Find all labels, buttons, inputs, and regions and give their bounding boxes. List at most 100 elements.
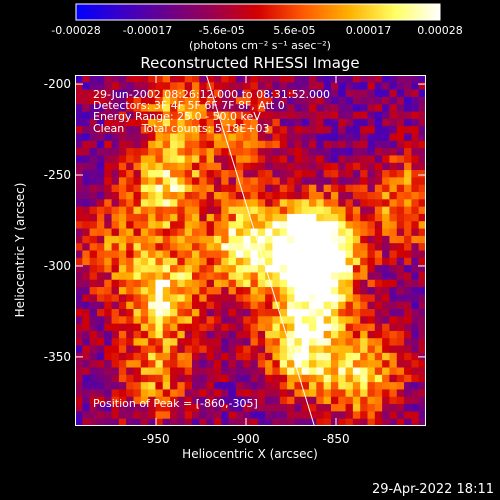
heatmap-cell bbox=[126, 316, 135, 325]
heatmap-cell bbox=[330, 301, 339, 310]
heatmap-cell bbox=[418, 235, 426, 244]
heatmap-cell bbox=[148, 170, 157, 178]
heatmap-cell bbox=[367, 257, 376, 266]
heatmap-cell bbox=[170, 411, 178, 420]
heatmap-cell bbox=[155, 96, 164, 105]
heatmap-cell bbox=[148, 118, 157, 127]
heatmap-cell bbox=[243, 184, 252, 193]
heatmap-cell bbox=[177, 148, 186, 157]
heatmap-cell bbox=[411, 287, 420, 295]
heatmap-cell bbox=[389, 228, 398, 237]
heatmap-cell bbox=[382, 404, 391, 412]
heatmap-cell bbox=[243, 133, 252, 142]
heatmap-cell bbox=[382, 170, 391, 178]
heatmap-cell bbox=[75, 221, 83, 230]
heatmap-cell bbox=[272, 126, 281, 135]
heatmap-cell bbox=[104, 148, 113, 157]
heatmap-cell bbox=[338, 235, 347, 244]
heatmap-cell bbox=[301, 418, 310, 426]
heatmap-cell bbox=[184, 265, 193, 274]
heatmap-cell bbox=[82, 155, 91, 164]
heatmap-cell bbox=[418, 360, 426, 369]
heatmap-cell bbox=[411, 184, 420, 193]
heatmap-cell bbox=[140, 148, 149, 157]
heatmap-cell bbox=[272, 235, 281, 244]
heatmap-cell bbox=[396, 330, 405, 339]
heatmap-cell bbox=[228, 199, 237, 208]
heatmap-cell bbox=[118, 96, 127, 105]
heatmap-cell bbox=[316, 279, 325, 288]
heatmap-cell bbox=[250, 199, 259, 208]
heatmap-cell bbox=[111, 294, 120, 303]
heatmap-cell bbox=[111, 360, 120, 369]
heatmap-cell bbox=[126, 411, 135, 420]
heatmap-cell bbox=[228, 221, 237, 230]
heatmap-cell bbox=[82, 221, 91, 230]
heatmap-cell bbox=[323, 213, 332, 222]
heatmap-cell bbox=[404, 199, 412, 208]
heatmap-cell bbox=[235, 360, 244, 369]
heatmap-cell bbox=[89, 206, 98, 215]
heatmap-cell bbox=[148, 155, 157, 164]
heatmap-cell bbox=[184, 309, 193, 317]
heatmap-cell bbox=[148, 133, 157, 142]
heatmap-cell bbox=[360, 111, 369, 120]
heatmap-cell bbox=[404, 250, 412, 259]
heatmap-cell bbox=[235, 177, 244, 186]
heatmap-cell bbox=[96, 367, 105, 376]
heatmap-cell bbox=[199, 133, 208, 142]
heatmap-cell bbox=[118, 243, 127, 252]
heatmap-cell bbox=[89, 184, 98, 193]
heatmap-cell bbox=[140, 418, 149, 426]
heatmap-cell bbox=[287, 82, 295, 91]
heatmap-cell bbox=[272, 374, 281, 383]
heatmap-cell bbox=[96, 389, 105, 398]
heatmap-cell bbox=[75, 265, 83, 274]
heatmap-cell bbox=[140, 316, 149, 325]
heatmap-cell bbox=[221, 404, 230, 412]
solar-limb-line bbox=[205, 75, 315, 426]
heatmap-cell bbox=[162, 411, 171, 420]
heatmap-cell bbox=[287, 250, 295, 259]
heatmap-cell bbox=[374, 177, 383, 186]
heatmap-cell bbox=[287, 352, 295, 361]
heatmap-cell bbox=[192, 111, 200, 120]
heatmap-cell bbox=[316, 243, 325, 252]
heatmap-cell bbox=[243, 235, 252, 244]
heatmap-cell bbox=[389, 330, 398, 339]
heatmap-cell bbox=[330, 177, 339, 186]
heatmap-cell bbox=[111, 111, 120, 120]
heatmap-cell bbox=[316, 418, 325, 426]
heatmap-cell bbox=[360, 162, 369, 171]
heatmap-cell bbox=[82, 250, 91, 259]
heatmap-cell bbox=[221, 96, 230, 105]
heatmap-cell bbox=[82, 199, 91, 208]
heatmap-cell bbox=[323, 243, 332, 252]
heatmap-cell bbox=[140, 235, 149, 244]
heatmap-cell bbox=[82, 272, 91, 281]
heatmap-cell bbox=[213, 133, 222, 142]
heatmap-cell bbox=[404, 126, 412, 135]
heatmap-cell bbox=[184, 338, 193, 347]
heatmap-cell bbox=[82, 418, 91, 426]
heatmap-cell bbox=[148, 279, 157, 288]
heatmap-cell bbox=[287, 396, 295, 405]
heatmap-cell bbox=[345, 206, 354, 215]
heatmap-cell bbox=[382, 250, 391, 259]
heatmap-cell bbox=[352, 228, 361, 237]
heatmap-cell bbox=[75, 75, 83, 83]
heatmap-cell bbox=[279, 360, 288, 369]
heatmap-cell bbox=[75, 418, 83, 426]
heatmap-cell bbox=[316, 177, 325, 186]
heatmap-cell bbox=[301, 243, 310, 252]
heatmap-cell bbox=[294, 148, 303, 157]
heatmap-cell bbox=[177, 96, 186, 105]
colorbar-unit-label: (photons cm⁻² s⁻¹ asec⁻²) bbox=[189, 39, 331, 52]
heatmap-cell bbox=[89, 126, 98, 135]
heatmap-cell bbox=[309, 389, 317, 398]
heatmap-cell bbox=[360, 411, 369, 420]
heatmap-cell bbox=[404, 162, 412, 171]
heatmap-cell bbox=[345, 265, 354, 274]
heatmap-cell bbox=[111, 257, 120, 266]
heatmap-cell bbox=[411, 418, 420, 426]
